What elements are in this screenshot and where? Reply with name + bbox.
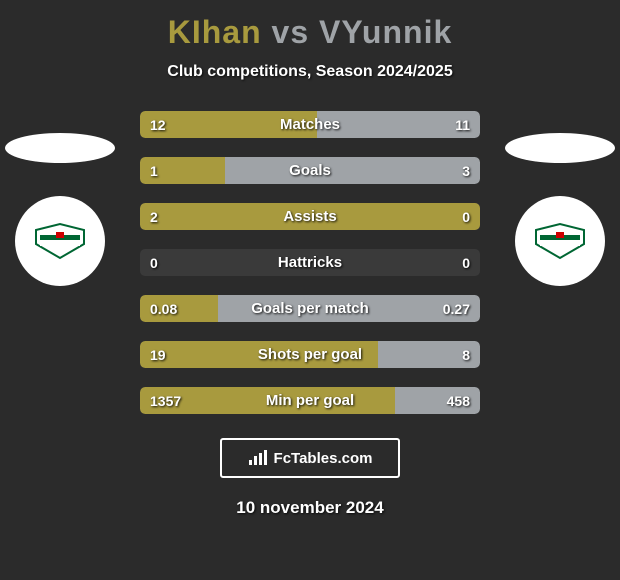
stat-value-right: 0: [462, 203, 470, 230]
stat-bars: Matches1211Goals13Assists20Hattricks00Go…: [140, 111, 480, 414]
stat-value-left: 2: [150, 203, 158, 230]
player2-name: VYunnik: [319, 14, 452, 50]
stat-value-left: 19: [150, 341, 166, 368]
site-name: FcTables.com: [274, 450, 373, 467]
stat-row: Goals per match0.08 0.27: [140, 295, 480, 322]
vs-label: vs: [272, 14, 310, 50]
comparison-title: KIhan vs VYunnik: [0, 0, 620, 51]
stat-label: Goals: [140, 157, 480, 184]
stat-value-right: 11: [455, 111, 470, 138]
player1-name: KIhan: [168, 14, 262, 50]
chart-icon: [248, 450, 268, 466]
stat-label: Assists: [140, 203, 480, 230]
stat-row: Min per goal1357 458: [140, 387, 480, 414]
stat-value-right: 458: [447, 387, 470, 414]
stat-value-left: 0.08: [150, 295, 177, 322]
stat-label: Matches: [140, 111, 480, 138]
competition-subtitle: Club competitions, Season 2024/2025: [0, 63, 620, 81]
stat-row: Shots per goal19 8: [140, 341, 480, 368]
snapshot-date: 10 november 2024: [0, 498, 620, 518]
stat-label: Hattricks: [140, 249, 480, 276]
stat-label: Min per goal: [140, 387, 480, 414]
stat-value-left: 1357: [150, 387, 181, 414]
stat-value-right: 0.27: [443, 295, 470, 322]
player1-photo-placeholder: [5, 133, 115, 163]
stat-value-right: 8: [462, 341, 470, 368]
stat-label: Shots per goal: [140, 341, 480, 368]
stat-label: Goals per match: [140, 295, 480, 322]
player1-club-badge: [15, 196, 105, 286]
stat-value-right: 3: [462, 157, 470, 184]
stat-value-right: 0: [462, 249, 470, 276]
club-crest-icon: [34, 222, 86, 260]
stat-row: Assists2 0: [140, 203, 480, 230]
stat-value-left: 12: [150, 111, 166, 138]
club-crest-icon: [534, 222, 586, 260]
stat-value-left: 0: [150, 249, 158, 276]
stat-row: Hattricks0 0: [140, 249, 480, 276]
stat-value-left: 1: [150, 157, 158, 184]
stats-area: Matches1211Goals13Assists20Hattricks00Go…: [0, 111, 620, 414]
player2-photo-placeholder: [505, 133, 615, 163]
stat-row: Goals1 3: [140, 157, 480, 184]
site-badge: FcTables.com: [220, 438, 400, 478]
stat-row: Matches12 11: [140, 111, 480, 138]
player2-club-badge: [515, 196, 605, 286]
